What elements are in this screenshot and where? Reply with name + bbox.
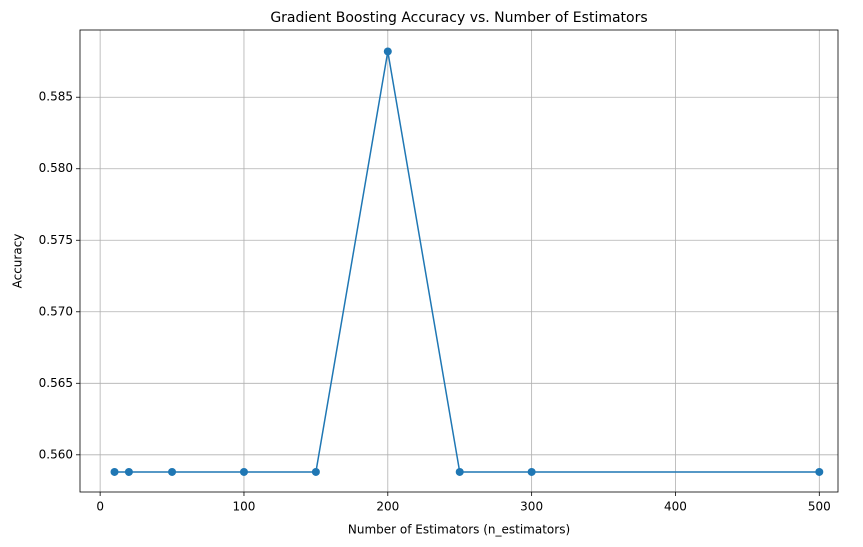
- marker: [311, 467, 320, 476]
- x-tick-label: 0: [96, 500, 104, 514]
- y-axis-label: Accuracy: [11, 234, 25, 289]
- marker: [455, 467, 464, 476]
- x-tick-label: 300: [520, 500, 543, 514]
- x-tick-label: 400: [664, 500, 687, 514]
- marker: [815, 467, 824, 476]
- y-tick-label: 0.560: [39, 447, 73, 461]
- marker: [383, 47, 392, 56]
- x-tick-label: 500: [808, 500, 831, 514]
- marker: [239, 467, 248, 476]
- y-tick-label: 0.580: [39, 161, 73, 175]
- marker: [110, 467, 119, 476]
- y-tick-label: 0.565: [39, 376, 73, 390]
- x-tick-label: 100: [233, 500, 256, 514]
- y-tick-label: 0.570: [39, 304, 73, 318]
- x-tick-label: 200: [376, 500, 399, 514]
- marker: [168, 467, 177, 476]
- marker: [124, 467, 133, 476]
- x-axis-label: Number of Estimators (n_estimators): [348, 523, 570, 537]
- y-tick-label: 0.575: [39, 233, 73, 247]
- plot-frame: [79, 29, 839, 493]
- y-tick-label: 0.585: [39, 90, 73, 104]
- marker: [527, 467, 536, 476]
- chart-title: Gradient Boosting Accuracy vs. Number of…: [270, 10, 647, 26]
